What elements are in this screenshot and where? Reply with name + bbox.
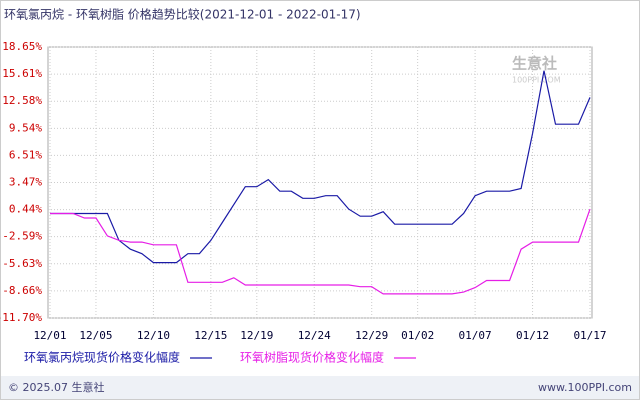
y-tick-label: -8.66% <box>2 284 42 297</box>
footer-left: © 2025.07 生意社 <box>8 380 104 394</box>
y-tick-label: 18.65% <box>2 40 42 53</box>
legend-label: 环氧氯丙烷现货价格变化幅度 <box>24 350 180 365</box>
x-tick-label: 12/01 <box>33 329 66 342</box>
footer-bar <box>1 376 639 399</box>
x-tick-label: 12/15 <box>194 329 227 342</box>
x-tick-label: 01/12 <box>516 329 549 342</box>
series-line <box>50 70 591 264</box>
y-tick-label: 0.44% <box>9 203 42 216</box>
legend-label: 环氧树脂现货价格变化幅度 <box>240 350 384 365</box>
y-tick-label: 9.54% <box>9 121 42 134</box>
x-tick-label: 12/05 <box>79 329 112 342</box>
x-tick-label: 01/02 <box>401 329 434 342</box>
watermark-sub: 100PPI.COM <box>512 76 561 85</box>
footer-right: www.100PPI.com <box>538 381 632 394</box>
chart-title: 环氧氯丙烷 - 环氧树脂 价格趋势比较(2021-12-01 - 2022-01… <box>4 7 361 22</box>
y-tick-label: -5.63% <box>2 257 42 270</box>
x-tick-label: 12/10 <box>137 329 170 342</box>
watermark: 生意社 <box>512 55 557 73</box>
x-tick-label: 01/07 <box>459 329 492 342</box>
x-tick-label: 12/19 <box>240 329 273 342</box>
series-line <box>50 208 591 295</box>
y-tick-label: 6.51% <box>9 148 42 161</box>
y-tick-label: 12.58% <box>2 94 42 107</box>
y-tick-label: 3.47% <box>9 176 42 189</box>
x-tick-label: 12/24 <box>298 329 331 342</box>
y-tick-label: 15.61% <box>2 67 42 80</box>
x-tick-label: 12/29 <box>355 329 388 342</box>
y-tick-label: -11.70% <box>0 311 42 324</box>
y-tick-label: -2.59% <box>2 230 42 243</box>
x-tick-label: 01/17 <box>573 329 606 342</box>
